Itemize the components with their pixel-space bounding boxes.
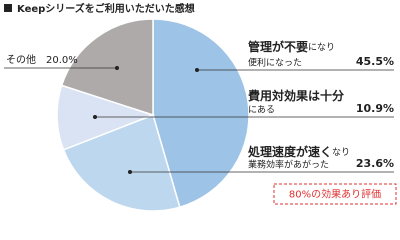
value-label: 20.0% [46, 55, 78, 66]
annotation: 80%の効果あり評価 [289, 188, 381, 201]
label-emphasis: 管理が不要 [248, 39, 308, 54]
leader-dot [195, 68, 199, 72]
label-line2: 便利になった [248, 57, 302, 69]
label-line2: 業務効率があがった [248, 159, 329, 171]
value-label: 45.5% [356, 55, 394, 68]
value-label: 23.6% [356, 157, 394, 170]
annotation-box [273, 183, 397, 205]
label-text: その他 [6, 53, 36, 66]
leader-dot [128, 170, 132, 174]
leader-dot [115, 66, 119, 70]
pie-slice [56, 84, 156, 151]
label-text: になり [308, 42, 335, 53]
leader-dot [93, 115, 97, 119]
label-text: なり [332, 147, 350, 158]
label-heading: 処理速度が速くなり [247, 144, 350, 159]
label-heading: 費用対効果は十分 [248, 88, 344, 103]
label-line2: にある [248, 105, 275, 116]
label-emphasis: 費用対効果は十分 [248, 88, 344, 103]
title-marker [4, 4, 12, 12]
pie-slice [152, 18, 250, 209]
label-heading: 管理が不要になり [248, 39, 335, 54]
pie-slice [60, 18, 154, 117]
label-emphasis: 処理速度が速く [247, 144, 332, 159]
value-label: 10.9% [356, 102, 394, 115]
pie [56, 18, 250, 212]
chart-title: Keepシリーズをご利用いただいた感想 [17, 2, 195, 15]
